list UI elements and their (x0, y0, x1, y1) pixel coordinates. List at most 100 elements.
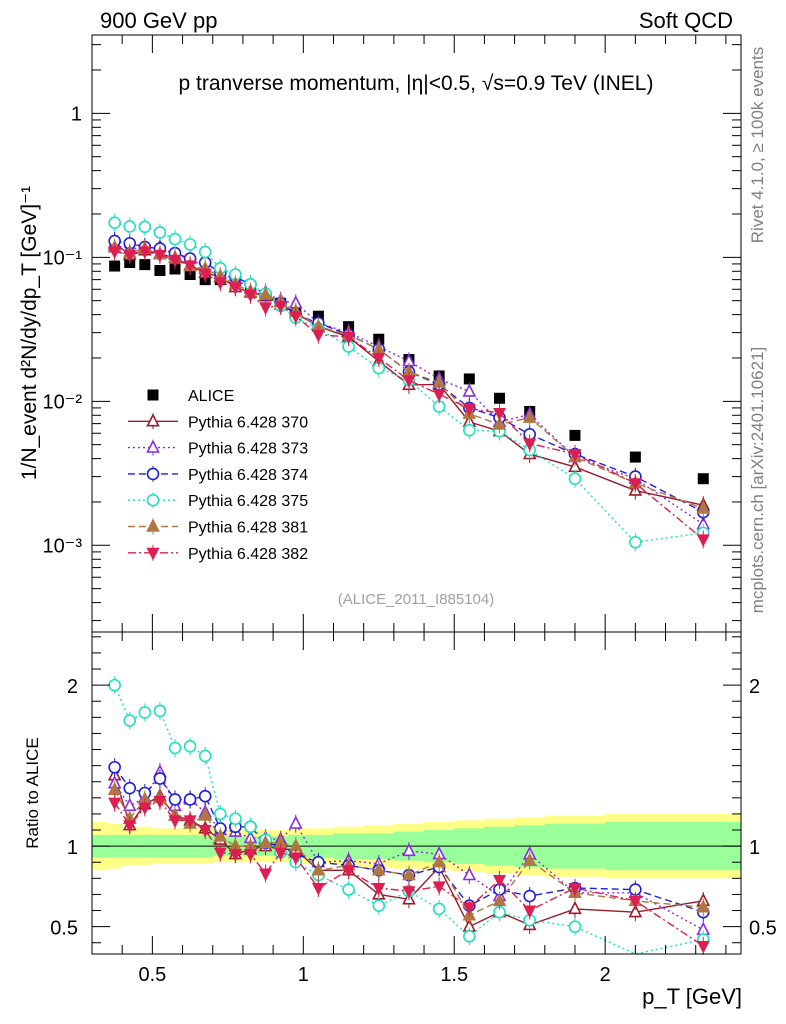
ratio-panel: 0.5 0.5 1 1 2 2 0.5 1 1.5 2 (50, 631, 777, 986)
x-tick-label: 2 (600, 964, 611, 986)
ratio-data-point (183, 793, 197, 806)
main-series-line (114, 244, 704, 525)
legend-entry: Pythia 6.428 382 (128, 544, 308, 563)
ratio-y-axis-label: Ratio to ALICE (23, 737, 42, 849)
ratio-data-point (243, 849, 257, 862)
ratio-data-point (462, 867, 477, 881)
ratio-data-point (372, 899, 386, 913)
main-data-point (109, 260, 121, 272)
header-left-label: 900 GeV pp (100, 8, 217, 33)
main-data-point (243, 289, 257, 303)
ratio-data-point (371, 862, 386, 876)
main-data-point (138, 246, 152, 260)
ratio-data-point (628, 904, 643, 918)
ratio-data-point (228, 849, 242, 862)
legend-label: Pythia 6.428 375 (188, 493, 308, 510)
main-data-point (629, 451, 641, 463)
legend-marker (146, 518, 160, 532)
ratio-data-point (311, 862, 326, 876)
main-data-point (462, 403, 476, 417)
main-data-point (628, 478, 642, 491)
legend-entry: Pythia 6.428 370 (128, 413, 308, 431)
ratio-data-point (183, 740, 197, 753)
legend-entry: Pythia 6.428 373 (128, 439, 308, 458)
ratio-data-point (259, 868, 273, 882)
main-chart-title: p tranverse momentum, |η|<0.5, √s=0.9 Te… (179, 72, 654, 95)
ratio-data-point (213, 807, 227, 821)
ratio-data-point (289, 852, 303, 866)
ratio-y-tick-label-right: 0.5 (749, 918, 777, 940)
legend-marker (146, 413, 160, 427)
main-data-point (123, 249, 137, 263)
ratio-data-point (432, 854, 446, 868)
legend-marker (146, 547, 160, 561)
main-data-point (696, 500, 711, 514)
main-data-point (696, 534, 710, 547)
ratio-data-point (123, 714, 137, 727)
ratio-series-6 (108, 792, 710, 955)
ratio-data-point (432, 881, 446, 895)
main-panel: 10⁻³ 10⁻² 10⁻¹ 1 p tranverse momentum, |η|<… (43, 34, 742, 633)
x-tick-label: 0.5 (138, 964, 166, 986)
main-data-point (569, 429, 581, 441)
x-tick-label: 1.5 (440, 964, 468, 986)
ratio-data-point (198, 825, 212, 838)
main-y-tick-label: 1 (71, 103, 82, 125)
ratio-data-point (198, 789, 212, 803)
legend-label: Pythia 6.428 382 (188, 546, 308, 563)
main-series-7 (108, 242, 710, 549)
main-data-point (274, 300, 288, 314)
ratio-data-point (493, 874, 506, 888)
main-data-point (169, 263, 181, 275)
main-data-point (183, 238, 197, 251)
main-data-point (523, 438, 537, 452)
main-data-point (198, 245, 212, 259)
ratio-data-point (523, 889, 536, 903)
ratio-data-point (402, 867, 416, 881)
ratio-data-point (311, 882, 325, 896)
main-data-point (153, 226, 167, 239)
ratio-data-point (462, 902, 476, 915)
main-data-point (402, 375, 416, 388)
ratio-data-point (463, 929, 476, 943)
main-data-point (213, 277, 227, 291)
ratio-data-point (522, 852, 537, 866)
main-data-point (183, 260, 197, 273)
ratio-data-point (402, 842, 416, 857)
main-data-point (123, 220, 137, 233)
main-data-point (228, 282, 242, 295)
ratio-data-point (342, 865, 356, 878)
main-data-point (259, 302, 273, 315)
main-panel-frame (91, 34, 742, 633)
main-y-axis-label: 1/N_event d²N/dy/dp_T [GeV]⁻¹ (18, 186, 41, 480)
ratio-data-point (274, 847, 288, 861)
ratio-data-point (523, 905, 537, 919)
main-data-point (568, 449, 582, 462)
legend-label: Pythia 6.428 373 (188, 441, 308, 458)
ratio-data-point (258, 834, 273, 849)
main-data-point (492, 416, 507, 430)
main-data-point (568, 472, 582, 486)
ratio-data-point (402, 886, 416, 899)
legend-marker (146, 467, 160, 481)
ratio-data-point (183, 815, 197, 829)
ratio-data-point (213, 847, 227, 861)
ratio-data-point (288, 815, 303, 829)
ratio-data-point (108, 760, 121, 774)
legend: ALICE Pythia 6.428 370 Pythia 6.428 373 Pyt… (128, 388, 308, 563)
ratio-data-point (342, 883, 355, 896)
analysis-id-label: (ALICE_2011_I885104) (338, 591, 495, 608)
main-data-point (342, 331, 356, 345)
main-y-tick-label: 10⁻³ (43, 535, 83, 557)
mcplots-note: mcplots.cern.ch [arXiv:2401.10621] (748, 347, 767, 613)
ratio-data-point (213, 828, 228, 842)
ratio-data-point (138, 706, 152, 719)
ratio-data-point (123, 820, 137, 833)
legend-entry: ALICE (147, 388, 234, 405)
ratio-data-point (372, 882, 386, 896)
ratio-data-point (198, 807, 213, 821)
main-data-point (493, 407, 506, 421)
main-data-point (138, 220, 152, 234)
main-data-point (463, 373, 475, 385)
